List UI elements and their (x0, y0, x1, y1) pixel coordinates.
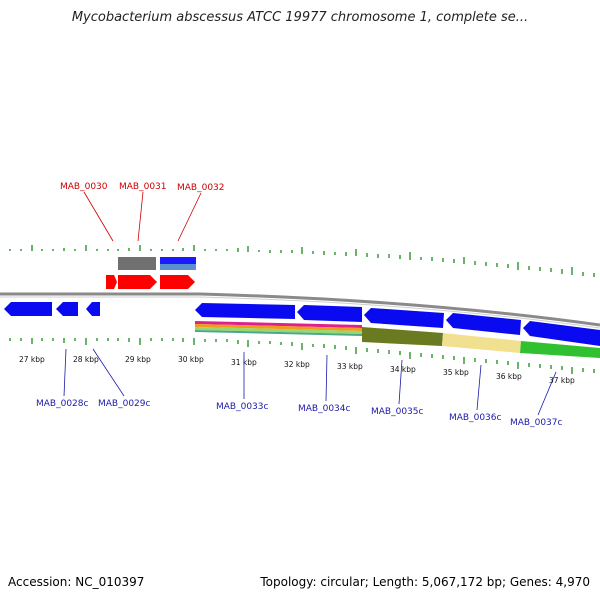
feature-bar-blue[interactable] (160, 257, 196, 264)
outer-tick-row (9, 245, 595, 277)
gene-mab-0028c[interactable] (4, 302, 52, 316)
backbone (0, 292, 600, 327)
reverse-label-lines (63, 348, 557, 416)
band-lightgreen[interactable] (195, 327, 362, 334)
tick-label: 27 kbp (19, 355, 45, 364)
band-magenta[interactable] (195, 321, 362, 328)
feature-bands (195, 321, 600, 358)
genome-stats-text: Topology: circular; Length: 5,067,172 bp… (260, 575, 590, 589)
forward-label-lines (83, 191, 202, 242)
tick-label: 35 kbp (443, 368, 469, 377)
tick-label: 30 kbp (178, 355, 204, 364)
tick-label: 34 kbp (390, 365, 416, 374)
gene-mab-0029c[interactable] (56, 302, 78, 316)
gene-label-mab-0030[interactable]: MAB_0030 (60, 182, 108, 192)
tick-label: 37 kbp (549, 376, 575, 385)
gene-label-mab-0032[interactable]: MAB_0032 (177, 183, 225, 193)
feature-bar-lightblue[interactable] (160, 264, 196, 270)
tick-label: 33 kbp (337, 362, 363, 371)
gene-label-mab-0029c[interactable]: MAB_0029c (98, 399, 151, 409)
gene-label-mab-0031[interactable]: MAB_0031 (119, 182, 167, 192)
map-title: Mycobacterium abscessus ATCC 19977 chrom… (71, 10, 529, 25)
gene-label-mab-0035c[interactable]: MAB_0035c (371, 407, 424, 417)
forward-gene-labels: MAB_0030 MAB_0031 MAB_0032 (60, 182, 225, 193)
reverse-gene-labels: MAB_0028c MAB_0029c MAB_0033c MAB_0034c … (36, 399, 563, 428)
tick-label: 28 kbp (73, 355, 99, 364)
forward-strand-track (106, 257, 196, 289)
gene-reverse-small[interactable] (86, 302, 100, 316)
tick-label: 32 kbp (284, 360, 310, 369)
gene-mab-0035c[interactable] (364, 308, 444, 328)
position-axis: 27 kbp 28 kbp 29 kbp 30 kbp 31 kbp 32 kb… (19, 355, 575, 385)
gene-mab-0031[interactable] (118, 275, 157, 289)
band-olive[interactable] (362, 327, 443, 346)
backbone-inner (0, 296, 600, 329)
band-orange[interactable] (195, 324, 362, 331)
gene-mab-0036c[interactable] (446, 313, 521, 335)
band-green[interactable] (520, 341, 600, 358)
feature-bar-gray[interactable] (118, 257, 156, 270)
inner-tick-row (9, 338, 595, 374)
accession-text: Accession: NC_010397 (8, 575, 145, 589)
gene-label-mab-0036c[interactable]: MAB_0036c (449, 413, 502, 423)
tick-label: 36 kbp (496, 372, 522, 381)
gene-label-mab-0028c[interactable]: MAB_0028c (36, 399, 89, 409)
band-teal[interactable] (195, 330, 362, 336)
reverse-strand-track (4, 302, 600, 346)
gene-label-mab-0034c[interactable]: MAB_0034c (298, 404, 351, 414)
gene-mab-0030[interactable] (106, 275, 117, 289)
band-khaki[interactable] (442, 333, 521, 353)
gene-label-mab-0037c[interactable]: MAB_0037c (510, 418, 563, 428)
gene-mab-0034c[interactable] (297, 305, 362, 322)
gene-label-mab-0033c[interactable]: MAB_0033c (216, 402, 269, 412)
gene-mab-0037c[interactable] (523, 321, 600, 346)
gene-mab-0032[interactable] (160, 275, 195, 289)
gene-mab-0033c[interactable] (195, 303, 295, 319)
tick-label: 29 kbp (125, 355, 151, 364)
